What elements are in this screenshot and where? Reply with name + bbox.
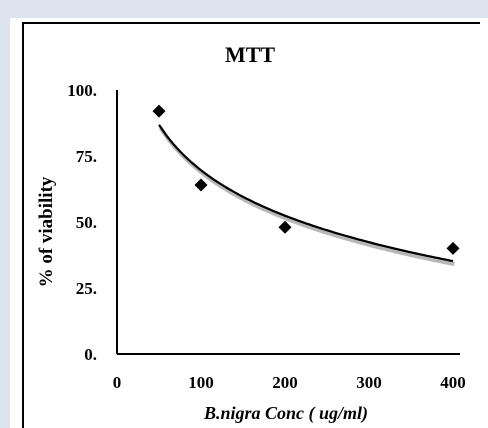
x-tick-label: 200 <box>272 373 298 392</box>
y-tick-label: 100. <box>67 81 97 100</box>
data-point-marker <box>194 178 208 192</box>
x-tick-labels: 0 100 200 300 400 <box>113 373 466 392</box>
data-point-marker <box>446 241 460 255</box>
data-point-marker <box>152 104 166 118</box>
x-tick-label: 300 <box>356 373 382 392</box>
y-tick-label: 25. <box>76 279 97 298</box>
y-tick-label: 75. <box>76 147 97 166</box>
y-tick-label: 50. <box>76 213 97 232</box>
x-tick-label: 400 <box>440 373 466 392</box>
data-point-marker <box>278 220 292 234</box>
x-tick-label: 100 <box>188 373 214 392</box>
trendline-shadow <box>158 126 455 267</box>
chart-frame <box>22 22 480 428</box>
data-points <box>152 104 460 255</box>
chart-title: MTT <box>225 42 275 67</box>
y-tick-labels: 0. 25. 50. 75. 100. <box>67 81 97 364</box>
chart-panel <box>10 18 488 428</box>
y-axis-label: % of viability <box>36 176 57 287</box>
x-tick-label: 0 <box>113 373 122 392</box>
y-tick-label: 0. <box>84 345 97 364</box>
trendline <box>158 124 454 263</box>
x-axis-label: B.nigra Conc ( ug/ml) <box>203 403 368 424</box>
